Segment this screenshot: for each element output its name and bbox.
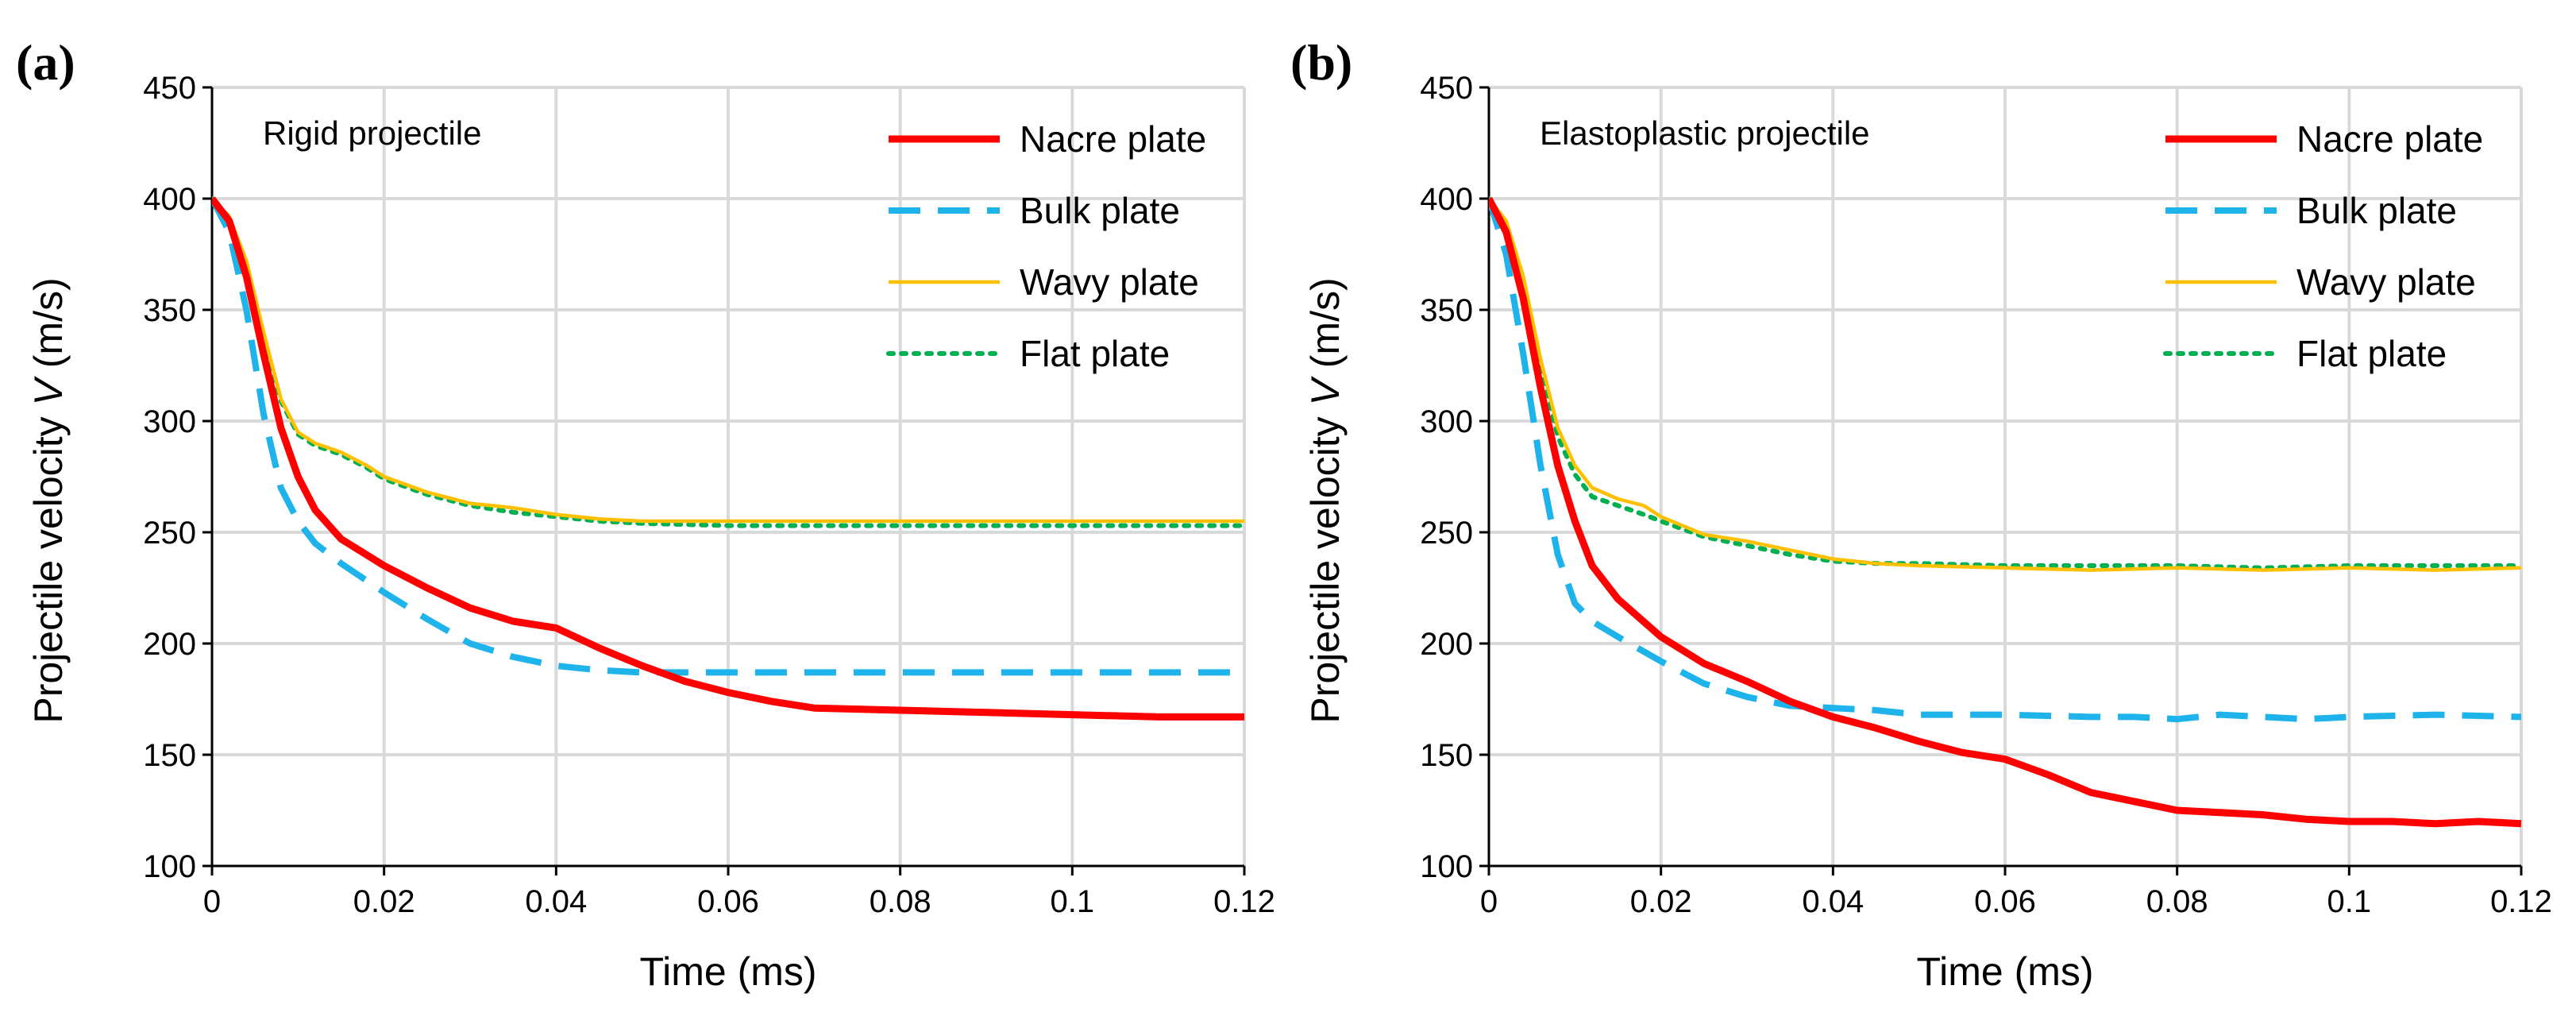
panel-label: (a) (16, 34, 75, 91)
y-axis-label-suffix: (m/s) (26, 277, 71, 379)
series-line-flat-plate (1489, 196, 2524, 570)
y-tick-label: 100 (1420, 849, 1473, 884)
x-tick-label: 0.02 (1630, 884, 1692, 919)
x-tick-label: 0.04 (1802, 884, 1864, 919)
y-tick-label: 450 (143, 71, 196, 106)
series-line-bulk-plate (1489, 197, 2522, 723)
y-axis-label: Projectile velocity V (m/s) (1303, 277, 1348, 723)
x-tick-label: 0.06 (1974, 884, 2036, 919)
projectile-type-annotation: Rigid projectile (263, 114, 481, 152)
series-group (1489, 196, 2524, 828)
x-tick-label: 0.06 (697, 884, 759, 919)
y-tick-label: 400 (1420, 182, 1473, 217)
y-tick-label: 300 (143, 404, 196, 439)
y-axis-label-variable: V (1303, 375, 1348, 405)
y-tick-label: 200 (143, 627, 196, 662)
series-line-nacre-plate (212, 196, 1244, 721)
y-axis-label-variable: V (26, 375, 71, 405)
panel-label: (b) (1290, 34, 1352, 91)
y-tick-label: 450 (1420, 71, 1473, 106)
legend-label: Nacre plate (2296, 118, 2483, 160)
legend-label: Wavy plate (1020, 261, 1199, 303)
series-line-bulk-plate (212, 197, 1244, 676)
x-tick-label: 0.1 (2327, 884, 2372, 919)
y-axis-label-suffix: (m/s) (1303, 277, 1348, 379)
legend-label: Bulk plate (1020, 190, 1180, 231)
y-tick-label: 250 (1420, 516, 1473, 551)
series-group (212, 196, 1247, 721)
projectile-type-annotation: Elastoplastic projectile (1540, 114, 1870, 152)
y-tick-label: 100 (143, 849, 196, 884)
x-tick-label: 0.08 (870, 884, 931, 919)
y-axis-label-prefix: Projectile velocity (26, 405, 71, 723)
series-line-nacre-plate (1489, 196, 2522, 828)
y-tick-label: 300 (1420, 404, 1473, 439)
y-tick-label: 350 (143, 293, 196, 328)
legend-label: Flat plate (1020, 333, 1170, 374)
series-line-wavy-plate (1489, 197, 2522, 572)
y-tick-label: 200 (1420, 627, 1473, 662)
legend-label: Bulk plate (2296, 190, 2457, 231)
x-tick-label: 0.04 (525, 884, 587, 919)
chart-panel-a: 100 150 200 250 300 350 400 450 0 0.02 0.04 0.06 0.0… (16, 34, 1275, 994)
x-axis-label: Time (ms) (1916, 949, 2093, 994)
chart-panel-b: 100 150 200 250 300 350 400 450 0 0.02 0.04 0.06 0.0… (1290, 34, 2552, 994)
x-tick-label: 0.08 (2146, 884, 2208, 919)
legend: Nacre plate Bulk plate Wavy plate Flat plat… (2163, 118, 2483, 374)
y-tick-label: 150 (143, 738, 196, 773)
y-tick-label: 400 (143, 182, 196, 217)
legend-label: Nacre plate (1020, 118, 1206, 160)
legend-label: Flat plate (2296, 333, 2447, 374)
x-axis-label: Time (ms) (639, 949, 816, 994)
y-tick-label: 150 (1420, 738, 1473, 773)
x-tick-label: 0 (203, 884, 221, 919)
legend-label: Wavy plate (2296, 261, 2476, 303)
x-tick-label: 0.12 (2490, 884, 2552, 919)
x-tick-label: 0.1 (1051, 884, 1095, 919)
x-tick-label: 0 (1480, 884, 1498, 919)
x-tick-label: 0.02 (353, 884, 415, 919)
y-tick-label: 350 (1420, 293, 1473, 328)
x-tick-label: 0.12 (1213, 884, 1275, 919)
legend: Nacre plate Bulk plate Wavy plate Flat plat… (886, 118, 1206, 374)
y-tick-label: 250 (143, 516, 196, 551)
y-axis-label: Projectile velocity V (m/s) (26, 277, 71, 723)
series-line-wavy-plate (212, 197, 1244, 524)
y-axis-label-prefix: Projectile velocity (1303, 405, 1348, 723)
